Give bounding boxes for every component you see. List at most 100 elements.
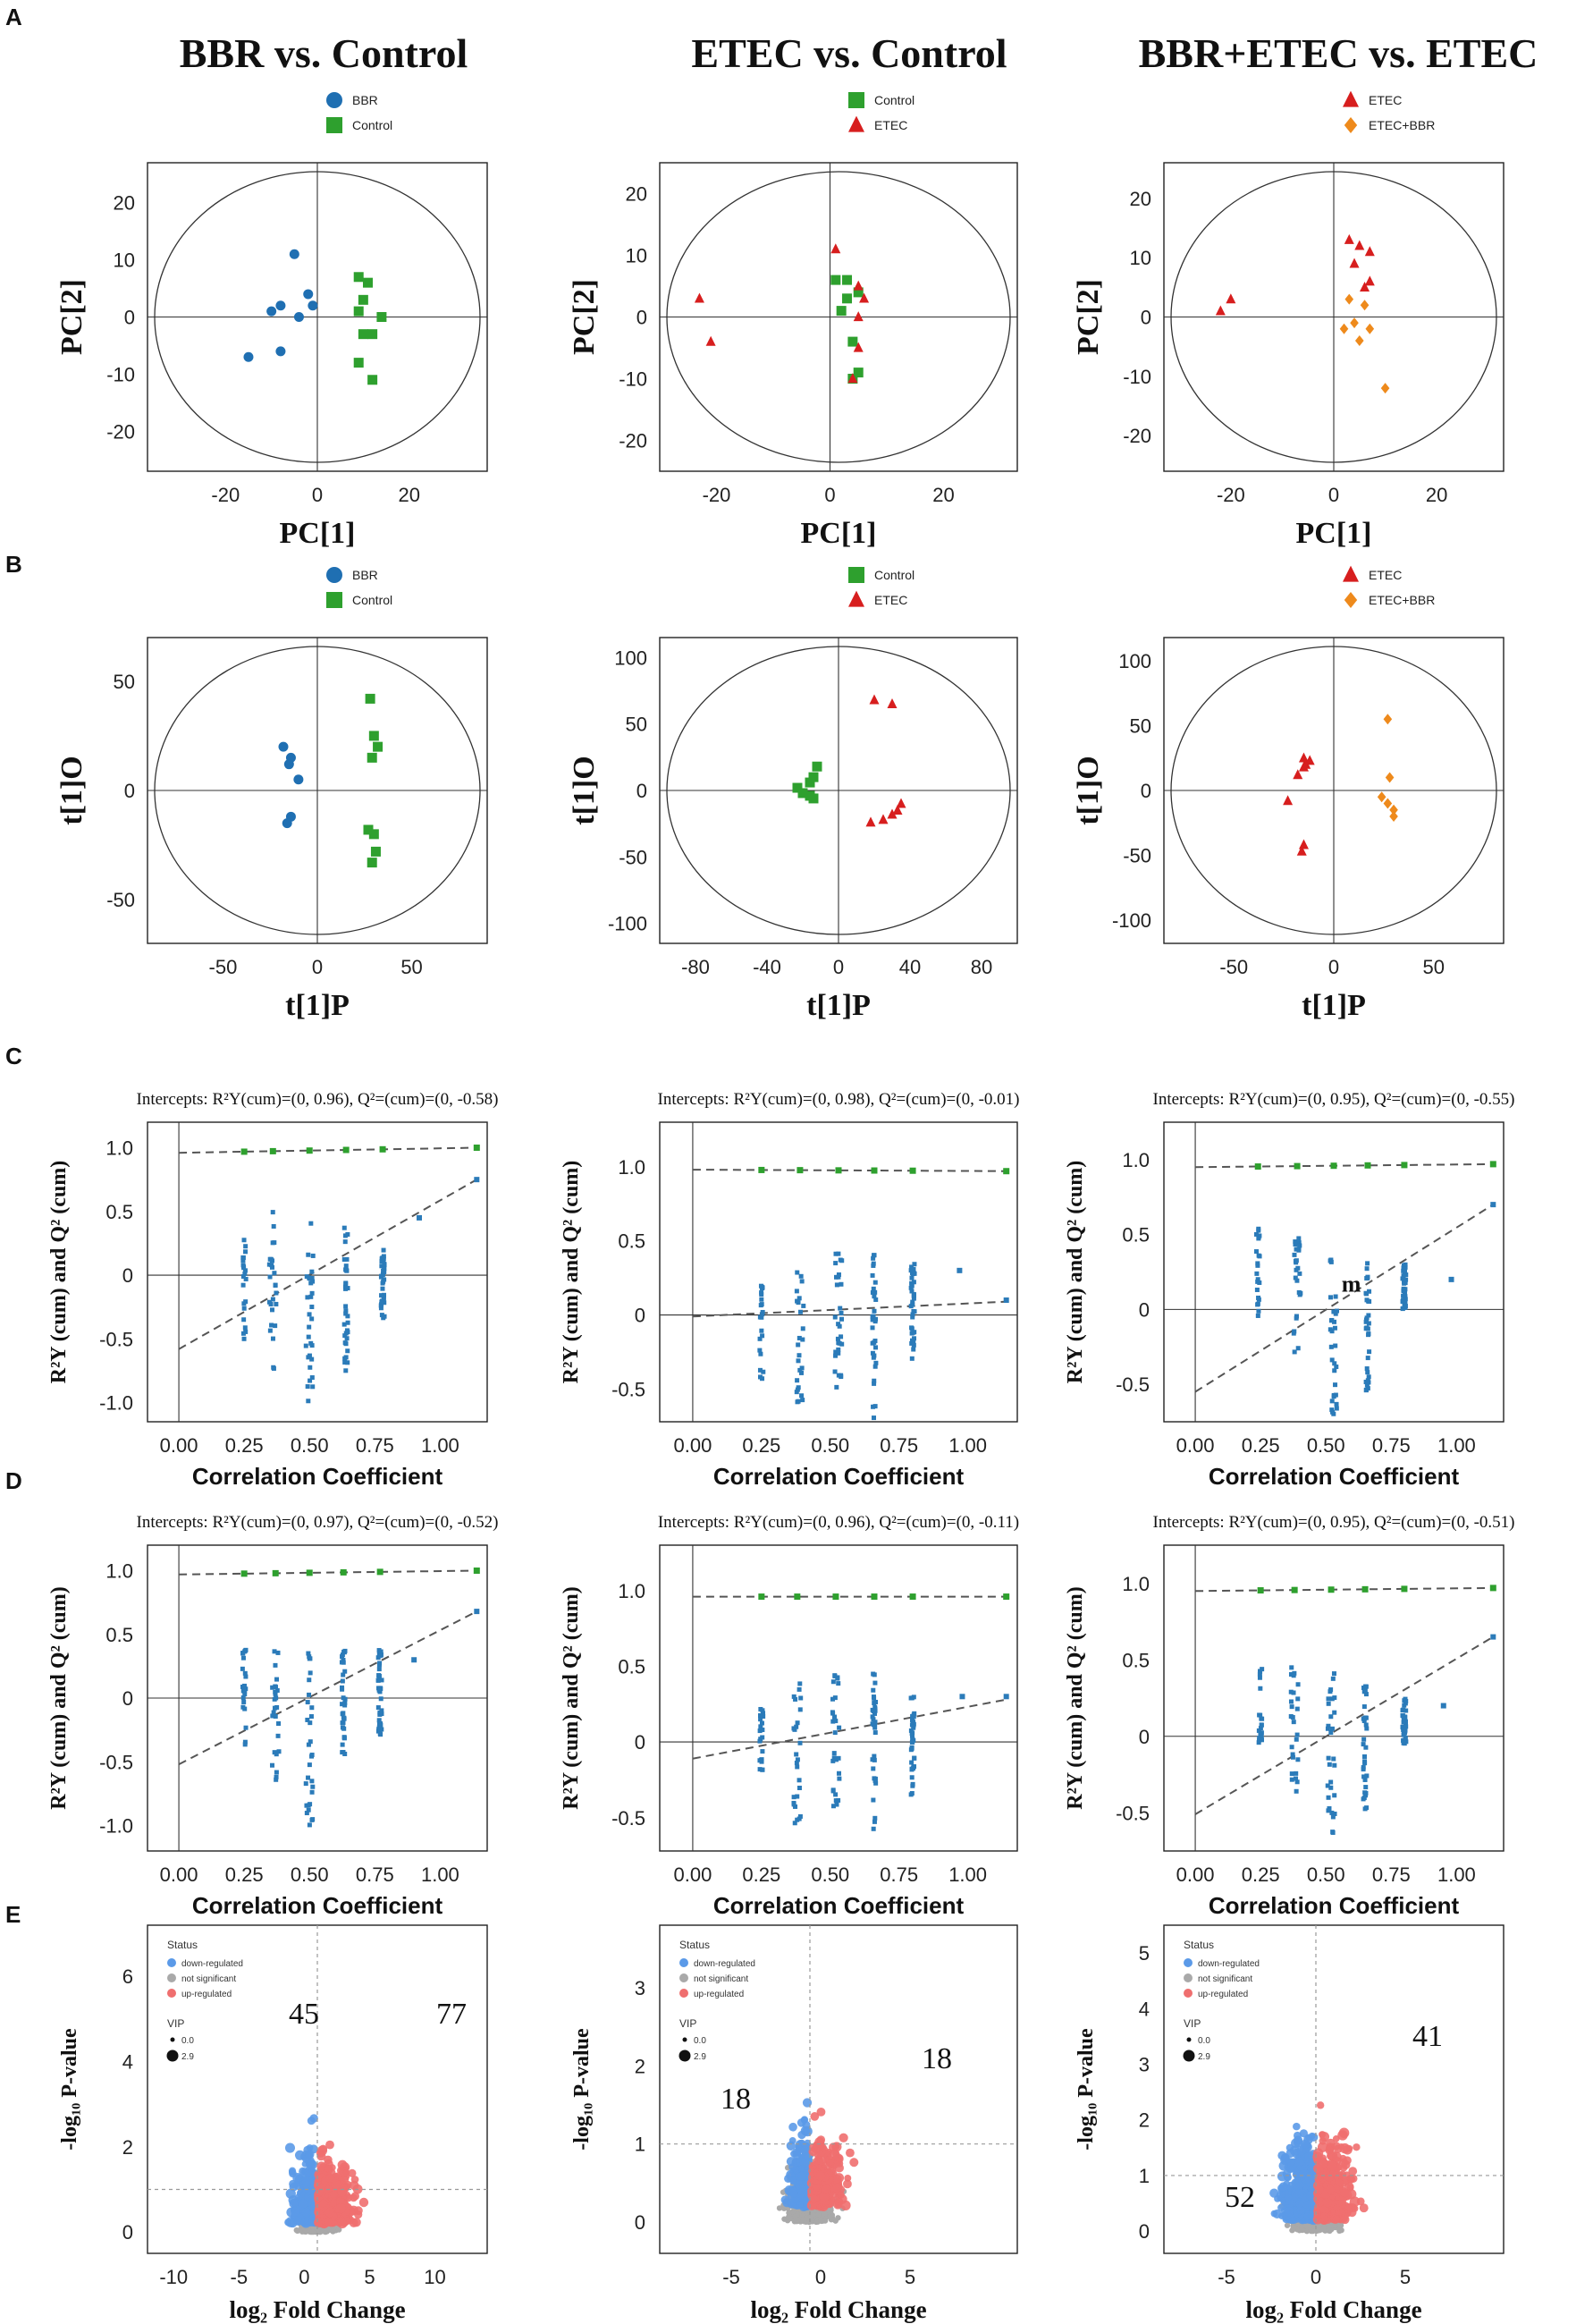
permutation-plot-D2: Intercepts: R²Y(cum)=(0, 0.96), Q²=(cum)… — [560, 1513, 1019, 1919]
q2-point — [1256, 1740, 1261, 1745]
q2-point — [307, 1324, 312, 1330]
y-tick-label: 10 — [114, 249, 135, 272]
y-tick-label: 0 — [635, 2211, 645, 2234]
q2-point — [797, 1309, 803, 1314]
q2-point — [1257, 1254, 1262, 1259]
q2-point — [275, 1650, 281, 1655]
data-point — [1377, 791, 1386, 803]
q2-point — [342, 1284, 348, 1289]
vip-label: 0.0 — [181, 2036, 194, 2046]
q2-point — [1363, 1692, 1369, 1697]
q2-point — [381, 1247, 386, 1253]
q2-point — [243, 1686, 249, 1692]
q2-point — [1294, 1247, 1299, 1252]
q2-point — [1363, 1790, 1369, 1796]
q2-point — [309, 1290, 315, 1296]
q2-point — [1332, 1325, 1337, 1331]
legend-label: down-regulated — [181, 1959, 243, 1969]
q2-point — [795, 1270, 800, 1275]
q2-point — [1366, 1321, 1371, 1326]
permutation-plot-D1: Intercepts: R²Y(cum)=(0, 0.97), Q²=(cum)… — [47, 1513, 498, 1919]
q2-regression-line — [692, 1698, 1007, 1760]
data-point — [878, 814, 889, 824]
q2-point — [836, 1272, 841, 1278]
intercepts-label: Intercepts: R²Y(cum)=(0, 0.96), Q²=(cum)… — [137, 1090, 499, 1109]
r2-point — [871, 1593, 878, 1601]
x-tick-label: -40 — [753, 956, 781, 978]
q2-point — [911, 1694, 916, 1700]
vip-label: 2.9 — [1198, 2052, 1210, 2062]
q2-point — [345, 1348, 350, 1354]
data-point — [1296, 845, 1307, 856]
q2-point — [306, 1334, 311, 1339]
q2-point — [1294, 1258, 1299, 1263]
q2-point — [308, 1670, 313, 1676]
q2-point — [273, 1685, 278, 1690]
x-tick-label: 80 — [971, 956, 992, 978]
q2-point — [873, 1345, 879, 1350]
q2-point — [1332, 1319, 1337, 1324]
ns-point — [793, 2218, 799, 2225]
legend-marker — [679, 1989, 688, 1998]
q2-point — [1326, 1808, 1331, 1813]
legend-label: ETEC+BBR — [1369, 118, 1435, 132]
q2-point — [872, 1294, 877, 1299]
q2-point — [1326, 1701, 1331, 1706]
x-tick-label: 1.00 — [421, 1863, 459, 1886]
q2-point — [791, 1795, 796, 1800]
q2-point — [243, 1725, 249, 1730]
q2-point — [342, 1669, 348, 1674]
q2-point — [759, 1314, 764, 1320]
legend-title: Status — [167, 1939, 198, 1951]
q2-point — [1295, 1346, 1301, 1351]
q2-point — [1334, 1401, 1339, 1407]
q2-point — [270, 1210, 275, 1215]
q2-point — [872, 1308, 877, 1314]
r2-point — [1257, 1587, 1264, 1594]
y-tick-label: 1.0 — [618, 1156, 645, 1179]
legend-label: up-regulated — [1198, 1990, 1248, 1999]
r2-regression-line — [1195, 1162, 1494, 1169]
q2-point — [1366, 1380, 1371, 1385]
up-point — [325, 2174, 335, 2184]
r2-point — [340, 1568, 347, 1576]
q2-point — [909, 1775, 914, 1780]
q2-point — [270, 1685, 275, 1690]
ns-point — [786, 2214, 792, 2220]
q2-point — [303, 1343, 308, 1348]
q2-point — [1329, 1399, 1335, 1404]
data-point — [847, 373, 858, 384]
q2-point — [1294, 1706, 1300, 1711]
legend-marker — [1343, 565, 1359, 582]
data-point — [865, 816, 876, 827]
q2-point — [1258, 1669, 1263, 1674]
r2-regression-line — [692, 1169, 1007, 1172]
q2-point — [309, 1753, 315, 1758]
data-point — [805, 777, 815, 788]
q2-point — [268, 1302, 274, 1307]
r2-point — [1328, 1586, 1335, 1593]
q2-point — [796, 1296, 802, 1301]
x-tick-label: 0.50 — [1307, 1863, 1345, 1886]
r2-point — [796, 1167, 804, 1174]
y-tick-label: -10 — [106, 363, 135, 385]
q2-point — [870, 1714, 875, 1720]
x-tick-label: 0.50 — [811, 1434, 849, 1457]
q2-points — [1253, 1202, 1496, 1416]
data-point — [373, 741, 384, 752]
data-point — [1364, 246, 1375, 257]
x-tick-label: 0 — [312, 484, 323, 506]
q2-point — [376, 1687, 382, 1693]
q2-point — [1289, 1745, 1294, 1750]
q2-point — [758, 1303, 763, 1308]
q2-point — [871, 1314, 876, 1319]
q2-point — [270, 1713, 275, 1719]
q2-regression-line — [692, 1300, 1007, 1318]
down-point — [1296, 2181, 1304, 2190]
q2-point — [836, 1797, 841, 1803]
x-axis-label: log₂ Fold Change — [1245, 2296, 1421, 2323]
y-axis-label: t[1]O — [1072, 756, 1105, 824]
data-point — [1298, 839, 1309, 849]
